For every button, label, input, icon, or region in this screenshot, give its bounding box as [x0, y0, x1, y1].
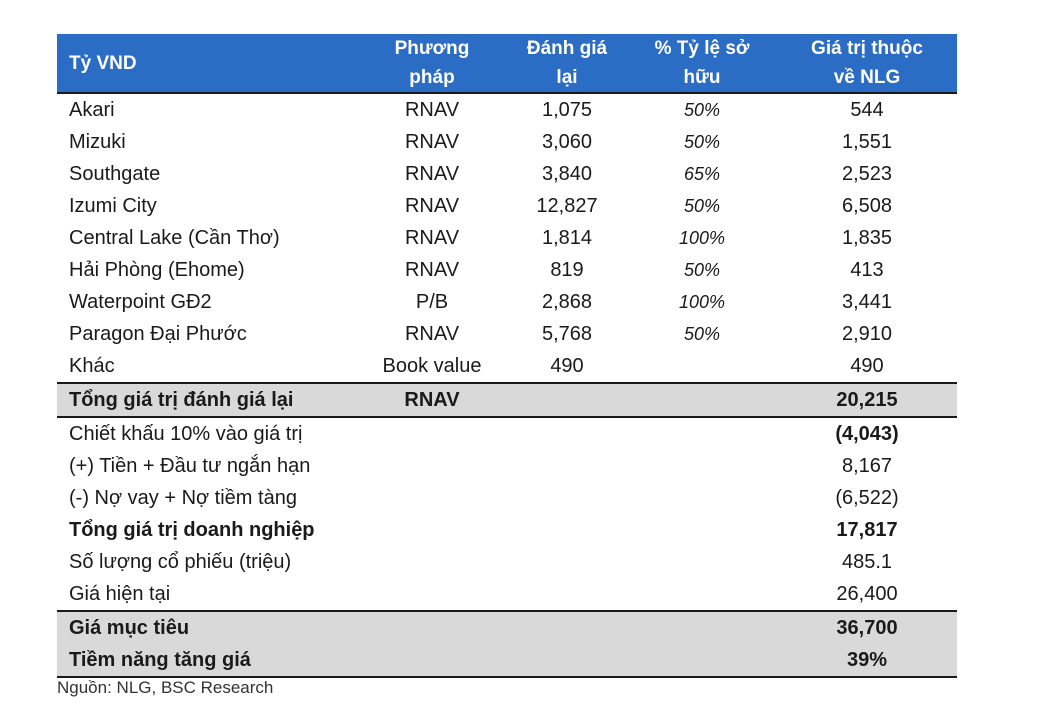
summary-row: (-) Nợ vay + Nợ tiềm tàng (6,522)	[57, 482, 957, 514]
project-revaluation: 5,768	[541, 322, 593, 345]
total-revaluation-method: RNAV	[404, 388, 460, 411]
project-nlg-value: 2,910	[841, 322, 893, 345]
table-header: Tỷ VND Phương pháp Đánh giá lại % Tỷ lệ …	[57, 34, 957, 94]
project-method: RNAV	[404, 98, 460, 121]
total-revaluation-value: 20,215	[836, 388, 898, 411]
project-method: RNAV	[404, 226, 460, 249]
table-row: Mizuki RNAV 3,060 50% 1,551	[57, 126, 957, 158]
project-name: Khác	[69, 354, 115, 377]
table-row: Southgate RNAV 3,840 65% 2,523	[57, 158, 957, 190]
project-nlg-value: 1,551	[841, 130, 893, 153]
table-row: Izumi City RNAV 12,827 50% 6,508	[57, 190, 957, 222]
table-row: Khác Book value 490 490	[57, 350, 957, 382]
project-name: Akari	[69, 98, 115, 121]
project-method: RNAV	[404, 162, 460, 185]
project-name: Hải Phòng (Ehome)	[69, 258, 245, 281]
project-nlg-value: 544	[850, 98, 884, 121]
project-method: Book value	[382, 354, 482, 377]
target-price-row: Giá mục tiêu 36,700	[57, 610, 957, 644]
source-note: Nguồn: NLG, BSC Research	[57, 678, 274, 697]
project-revaluation: 490	[550, 354, 584, 377]
project-nlg-value: 413	[850, 258, 884, 281]
project-ownership: 65%	[683, 163, 721, 184]
summary-value: 17,817	[836, 518, 898, 541]
project-nlg-value: 1,835	[841, 226, 893, 249]
project-revaluation: 819	[550, 258, 584, 281]
table-row: Waterpoint GĐ2 P/B 2,868 100% 3,441	[57, 286, 957, 318]
project-name: Izumi City	[69, 194, 157, 217]
header-unit: Tỷ VND	[69, 52, 137, 74]
summary-value: (6,522)	[835, 486, 899, 509]
summary-value: 8,167	[841, 454, 893, 477]
project-ownership: 50%	[683, 259, 721, 280]
summary-row: Tổng giá trị doanh nghiệp 17,817	[57, 514, 957, 546]
project-revaluation: 3,060	[541, 130, 593, 153]
summary-label: Số lượng cổ phiếu (triệu)	[69, 550, 292, 573]
project-rows: Akari RNAV 1,075 50% 544 Mizuki RNAV 3,060 50% 1,…	[57, 94, 957, 382]
upside-value: 39%	[846, 648, 888, 671]
total-revaluation-row: Tổng giá trị đánh giá lại RNAV 20,215	[57, 382, 957, 418]
summary-label: Tổng giá trị doanh nghiệp	[69, 518, 315, 541]
project-name: Paragon Đại Phước	[69, 322, 247, 345]
project-ownership: 50%	[683, 131, 721, 152]
project-method: P/B	[415, 290, 449, 313]
summary-row: Chiết khấu 10% vào giá trị (4,043)	[57, 418, 957, 450]
upside-row: Tiềm năng tăng giá 39%	[57, 644, 957, 678]
project-method: RNAV	[404, 194, 460, 217]
project-method: RNAV	[404, 130, 460, 153]
project-method: RNAV	[404, 258, 460, 281]
target-price-value: 36,700	[836, 616, 898, 639]
table-row: Hải Phòng (Ehome) RNAV 819 50% 413	[57, 254, 957, 286]
summary-rows: Chiết khấu 10% vào giá trị (4,043) (+) Tiề…	[57, 418, 957, 610]
project-ownership: 100%	[678, 291, 726, 312]
project-ownership: 50%	[683, 195, 721, 216]
target-price-label: Giá mục tiêu	[69, 616, 190, 639]
project-name: Southgate	[69, 162, 161, 185]
project-nlg-value: 490	[850, 354, 884, 377]
project-revaluation: 1,814	[541, 226, 593, 249]
table-row: Central Lake (Cần Thơ) RNAV 1,814 100% 1,835	[57, 222, 957, 254]
summary-label: (+) Tiền + Đầu tư ngắn hạn	[69, 454, 311, 477]
total-revaluation-label: Tổng giá trị đánh giá lại	[69, 388, 294, 411]
project-revaluation: 2,868	[541, 290, 593, 313]
header-ownership: % Tỷ lệ sở hữu	[654, 38, 750, 88]
project-nlg-value: 3,441	[841, 290, 893, 313]
upside-label: Tiềm năng tăng giá	[69, 648, 251, 671]
summary-row: (+) Tiền + Đầu tư ngắn hạn 8,167	[57, 450, 957, 482]
summary-value: 26,400	[836, 582, 898, 605]
project-ownership: 50%	[683, 323, 721, 344]
project-revaluation: 3,840	[541, 162, 593, 185]
header-method: Phương pháp	[394, 38, 470, 88]
summary-label: (-) Nợ vay + Nợ tiềm tàng	[69, 486, 297, 509]
summary-value: 485.1	[841, 550, 893, 573]
project-name: Mizuki	[69, 130, 126, 153]
header-nlg-value: Giá trị thuộc về NLG	[811, 38, 923, 88]
project-ownership: 50%	[683, 99, 721, 120]
table-row: Paragon Đại Phước RNAV 5,768 50% 2,910	[57, 318, 957, 350]
project-ownership: 100%	[678, 227, 726, 248]
project-nlg-value: 6,508	[841, 194, 893, 217]
project-revaluation: 1,075	[541, 98, 593, 121]
project-revaluation: 12,827	[536, 194, 598, 217]
summary-row: Giá hiện tại 26,400	[57, 578, 957, 610]
summary-value: (4,043)	[835, 422, 899, 445]
project-name: Central Lake (Cần Thơ)	[69, 226, 280, 249]
table-row: Akari RNAV 1,075 50% 544	[57, 94, 957, 126]
valuation-table: Tỷ VND Phương pháp Đánh giá lại % Tỷ lệ …	[57, 34, 957, 678]
project-nlg-value: 2,523	[841, 162, 893, 185]
project-name: Waterpoint GĐ2	[69, 290, 212, 313]
project-method: RNAV	[404, 322, 460, 345]
summary-row: Số lượng cổ phiếu (triệu) 485.1	[57, 546, 957, 578]
summary-label: Chiết khấu 10% vào giá trị	[69, 422, 303, 445]
header-revaluation: Đánh giá lại	[526, 38, 608, 88]
summary-label: Giá hiện tại	[69, 582, 171, 605]
